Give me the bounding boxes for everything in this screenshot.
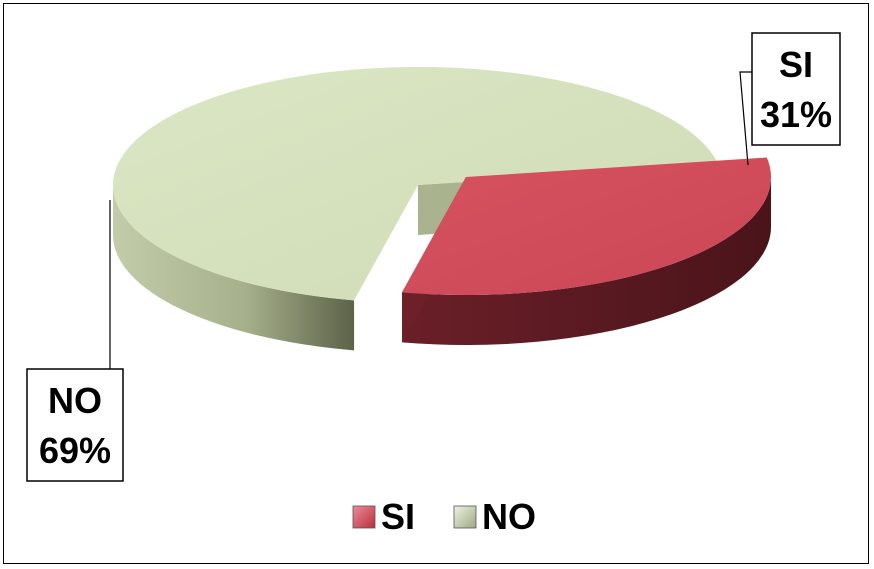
legend-label-si: SI: [381, 496, 415, 537]
legend-item-si: SI: [352, 496, 415, 537]
data-label-si-category: SI: [779, 44, 813, 85]
data-label-no-category: NO: [48, 380, 102, 421]
data-label-si-percent: 31%: [760, 94, 832, 135]
data-label-no-percent: 69%: [39, 430, 111, 471]
data-label-box-si: [751, 32, 841, 146]
legend: SI NO: [352, 496, 536, 537]
slice-si: [402, 157, 772, 295]
slice-no-side: [113, 185, 355, 351]
slice-no: [112, 67, 719, 301]
legend-item-no: NO: [453, 496, 536, 537]
data-label-box-no: [26, 368, 124, 482]
legend-swatch-si: [352, 505, 376, 529]
legend-label-no: NO: [482, 496, 536, 537]
slice-si-side: [402, 177, 771, 345]
legend-swatch-no: [453, 505, 477, 529]
leader-line-si: [739, 71, 752, 166]
